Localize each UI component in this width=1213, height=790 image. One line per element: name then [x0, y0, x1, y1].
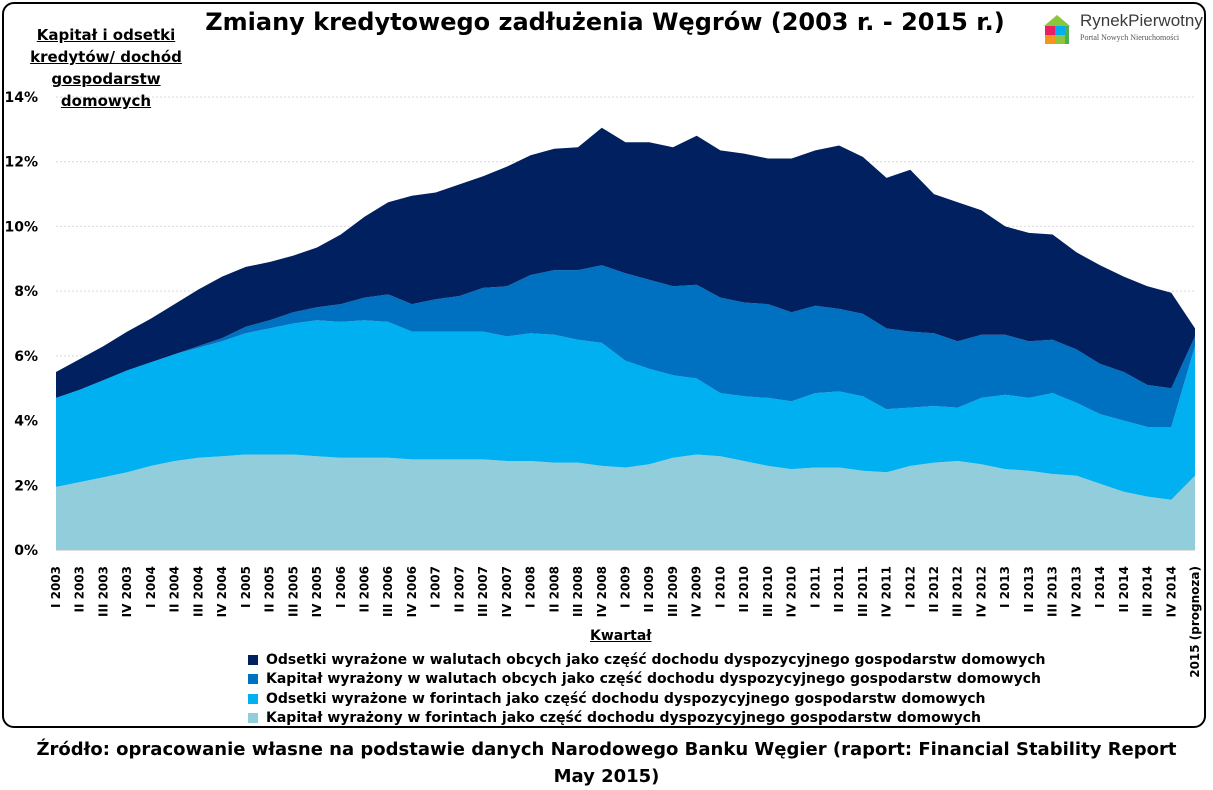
y-tick-label: 10% — [4, 219, 38, 235]
x-tick-label: II 2007 — [452, 566, 466, 613]
chart-legend: Odsetki wyrażone w walutach obcych jako … — [248, 650, 1045, 728]
legend-swatch — [248, 713, 258, 724]
y-tick-label: 2% — [14, 478, 38, 494]
legend-swatch — [248, 693, 258, 704]
x-tick-label: I 2006 — [334, 566, 348, 608]
x-tick-label: I 2003 — [49, 566, 63, 608]
x-tick-label: III 2006 — [381, 566, 395, 617]
x-axis-label: Kwartał — [590, 628, 652, 644]
x-tick-label: III 2007 — [476, 566, 490, 617]
series-area-0 — [56, 454, 1195, 550]
x-tick-label: III 2008 — [571, 566, 585, 617]
x-tick-label: III 2013 — [1046, 566, 1060, 617]
y-tick-label: 14% — [4, 90, 38, 106]
x-tick-label: III 2012 — [951, 566, 965, 617]
x-tick-label: III 2005 — [286, 566, 300, 617]
rynekpierwotny-logo: RynekPierwotny Portal Nowych Nieruchomoś… — [1040, 10, 1203, 50]
legend-label: Odsetki wyrażone w walutach obcych jako … — [266, 651, 1046, 668]
x-tick-label: I 2010 — [713, 566, 727, 608]
source-note: Źródło: opracowanie własne na podstawie … — [36, 739, 1177, 787]
x-tick-label: III 2011 — [856, 566, 870, 617]
x-tick-label: I 2011 — [808, 566, 822, 608]
x-tick-label: II 2010 — [737, 566, 751, 613]
house-logo-icon — [1044, 15, 1070, 44]
x-tick-label: II 2008 — [547, 566, 561, 613]
x-tick-label: I 2014 — [1093, 566, 1107, 608]
x-tick-label: IV 2014 — [1164, 566, 1178, 617]
y-tick-label: 6% — [14, 349, 38, 365]
series-area-2 — [56, 265, 1195, 427]
x-tick-label: II 2003 — [73, 566, 87, 613]
x-tick-label: IV 2011 — [880, 566, 894, 617]
logo-name: RynekPierwotny — [1080, 11, 1203, 30]
x-tick-label: II 2006 — [358, 566, 372, 613]
x-tick-label: III 2009 — [666, 566, 680, 617]
x-tick-label: IV 2009 — [690, 566, 704, 617]
x-tick-label: I 2005 — [239, 566, 253, 608]
x-tick-label: IV 2012 — [974, 566, 988, 617]
legend-item-huf-interest: Odsetki wyrażone w forintach jako część … — [248, 689, 1045, 709]
x-tick-label: IV 2007 — [500, 566, 514, 617]
x-tick-label: 2015 (prognoza) — [1188, 566, 1202, 678]
legend-label: Kapitał wyrażony w forintach jako część … — [266, 710, 982, 727]
x-tick-label: I 2009 — [619, 566, 633, 608]
legend-label: Kapitał wyrażony w walutach obcych jako … — [266, 671, 1041, 688]
x-tick-label: II 2013 — [1022, 566, 1036, 613]
y-tick-label: 4% — [14, 414, 38, 430]
legend-item-huf-capital: Kapitał wyrażony w forintach jako część … — [248, 709, 1045, 729]
x-tick-label: IV 2004 — [215, 566, 229, 617]
chart-canvas: 0% 2% 4% 6% 8% 10% 12% 14% I 2003 II 2003 III 2003… — [4, 90, 1202, 678]
x-tick-label: I 2013 — [998, 566, 1012, 608]
legend-item-fx-capital: Kapitał wyrażony w walutach obcych jako … — [248, 670, 1045, 690]
legend-item-fx-interest: Odsetki wyrażone w walutach obcych jako … — [248, 650, 1045, 670]
x-tick-label: IV 2006 — [405, 566, 419, 617]
x-tick-label: II 2005 — [263, 566, 277, 613]
x-tick-label: IV 2010 — [785, 566, 799, 617]
x-tick-label: I 2004 — [144, 566, 158, 608]
x-tick-label: II 2012 — [927, 566, 941, 613]
chart-title: Zmiany kredytowego zadłużenia Węgrów (20… — [205, 8, 1005, 36]
x-tick-label: II 2011 — [832, 566, 846, 613]
x-tick-label: III 2003 — [97, 566, 111, 617]
x-tick-label: III 2010 — [761, 566, 775, 617]
logo-tagline: Portal Nowych Nieruchomości — [1080, 33, 1180, 42]
x-tick-label: IV 2013 — [1069, 566, 1083, 617]
legend-swatch — [248, 654, 258, 665]
x-tick-label: IV 2005 — [310, 566, 324, 617]
series-area-3 — [56, 127, 1195, 398]
x-tick-label: I 2008 — [524, 566, 538, 608]
y-axis-label: Kapitał i odsetki kredytów/ dochód gospo… — [30, 26, 182, 110]
x-tick-label: I 2007 — [429, 566, 443, 608]
legend-swatch — [248, 674, 258, 685]
x-tick-label: I 2012 — [903, 566, 917, 608]
x-tick-label: II 2014 — [1117, 566, 1131, 613]
x-tick-label: III 2004 — [191, 566, 205, 617]
y-tick-label: 0% — [14, 543, 38, 559]
y-tick-label: 12% — [4, 155, 38, 171]
x-tick-label: II 2009 — [642, 566, 656, 613]
legend-label: Odsetki wyrażone w forintach jako część … — [266, 690, 986, 707]
y-tick-label: 8% — [14, 284, 38, 300]
x-tick-label: IV 2003 — [120, 566, 134, 617]
series-area-1 — [56, 320, 1195, 500]
x-tick-label: IV 2008 — [595, 566, 609, 617]
x-tick-label: III 2014 — [1141, 566, 1155, 617]
x-tick-label: II 2004 — [168, 566, 182, 613]
